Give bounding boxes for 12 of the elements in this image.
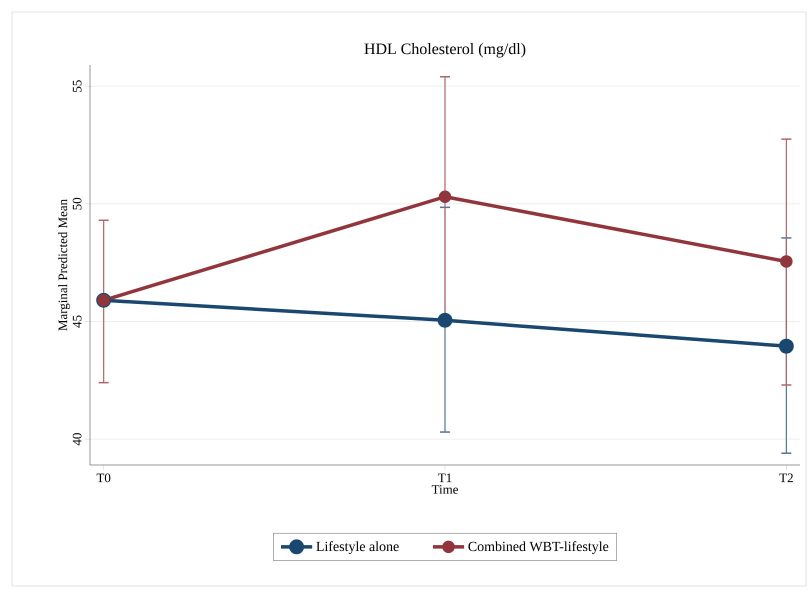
x-tick-label: T0 [96,474,110,482]
y-axis-title: Marginal Predicted Mean [58,199,70,331]
x-axis-title: Time [432,485,458,494]
y-tick-label: 50 [72,198,82,210]
legend-label: Lifestyle alone [316,541,399,554]
x-tick-label: T1 [438,474,452,482]
x-tick-label: T2 [779,474,793,482]
chart-title: HDL Cholesterol (mg/dl) [364,42,526,58]
y-tick-label: 45 [72,316,82,328]
y-tick-label: 40 [72,433,82,446]
y-tick-label: 55 [72,80,82,92]
legend-label: Combined WBT-lifestyle [468,541,608,554]
